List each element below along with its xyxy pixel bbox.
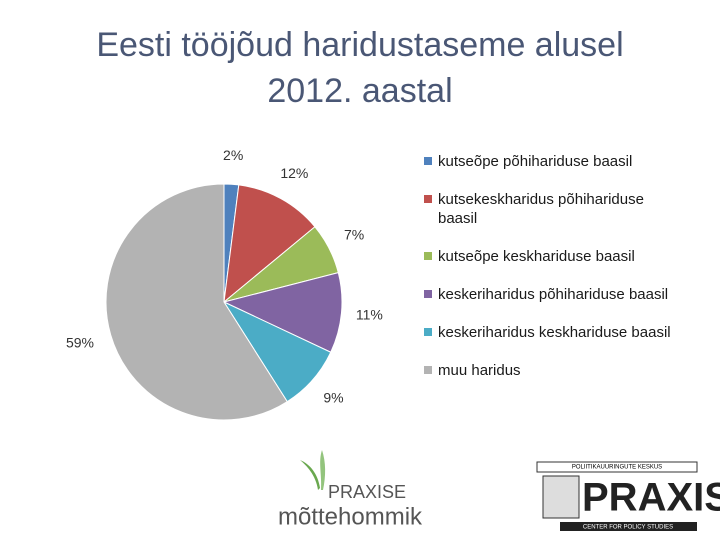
legend-swatch <box>424 366 432 374</box>
logo-frame <box>536 461 698 473</box>
legend-label: keskeriharidus põhihariduse baasil <box>438 286 669 303</box>
legend-label: kutseõpe keskhariduse baasil <box>438 248 635 265</box>
logo-text: PRAXISE <box>328 482 406 502</box>
data-label: 12% <box>280 165 308 181</box>
legend-swatch <box>424 157 432 165</box>
legend-item: muu haridus <box>424 361 674 380</box>
logo-text: mõttehommik <box>278 503 423 530</box>
pie-slice <box>222 272 343 353</box>
leaf-icon <box>300 460 320 490</box>
pie-slice <box>223 184 316 304</box>
legend: kutseõpe põhihariduse baasil kutsekeskhar… <box>424 152 674 399</box>
data-label: 59% <box>66 335 94 351</box>
legend-label: kutsekeskharidus põhihariduse baasil <box>438 191 644 227</box>
legend-label: keskeriharidus keskhariduse baasil <box>438 324 671 341</box>
leaf-icon <box>320 450 326 490</box>
data-label: 11% <box>356 306 383 322</box>
legend-item: kutsekeskharidus põhihariduse baasil <box>424 190 674 228</box>
pie-slice <box>105 183 288 421</box>
logo-crest <box>542 475 580 519</box>
legend-item: keskeriharidus põhihariduse baasil <box>424 285 674 304</box>
legend-item: kutseõpe keskhariduse baasil <box>424 247 674 266</box>
legend-swatch <box>424 328 432 336</box>
legend-swatch <box>424 195 432 203</box>
logo-text: PRAXIS <box>582 476 720 520</box>
chart: 2% 12% 7% 11% 9% 59% <box>66 147 383 421</box>
legend-item: kutseõpe põhihariduse baasil <box>424 152 674 171</box>
logos: PRAXISE mõttehommik POLIITIKAUURINGUTE K… <box>278 450 720 531</box>
legend-swatch <box>424 252 432 260</box>
data-label: 2% <box>223 147 243 163</box>
legend-swatch <box>424 290 432 298</box>
legend-item: keskeriharidus keskhariduse baasil <box>424 323 674 342</box>
data-label: 9% <box>323 389 343 405</box>
data-label: 7% <box>344 226 364 242</box>
logo-text: POLIITIKAUURINGUTE KESKUS <box>572 465 662 471</box>
legend-label: muu haridus <box>438 362 521 379</box>
chart-title: Eesti tööjõud haridustaseme alusel 2012.… <box>96 26 624 110</box>
logo-band <box>560 522 697 531</box>
logo-text: CENTER FOR POLICY STUDIES <box>583 525 673 531</box>
legend-label: kutseõpe põhihariduse baasil <box>438 153 633 170</box>
